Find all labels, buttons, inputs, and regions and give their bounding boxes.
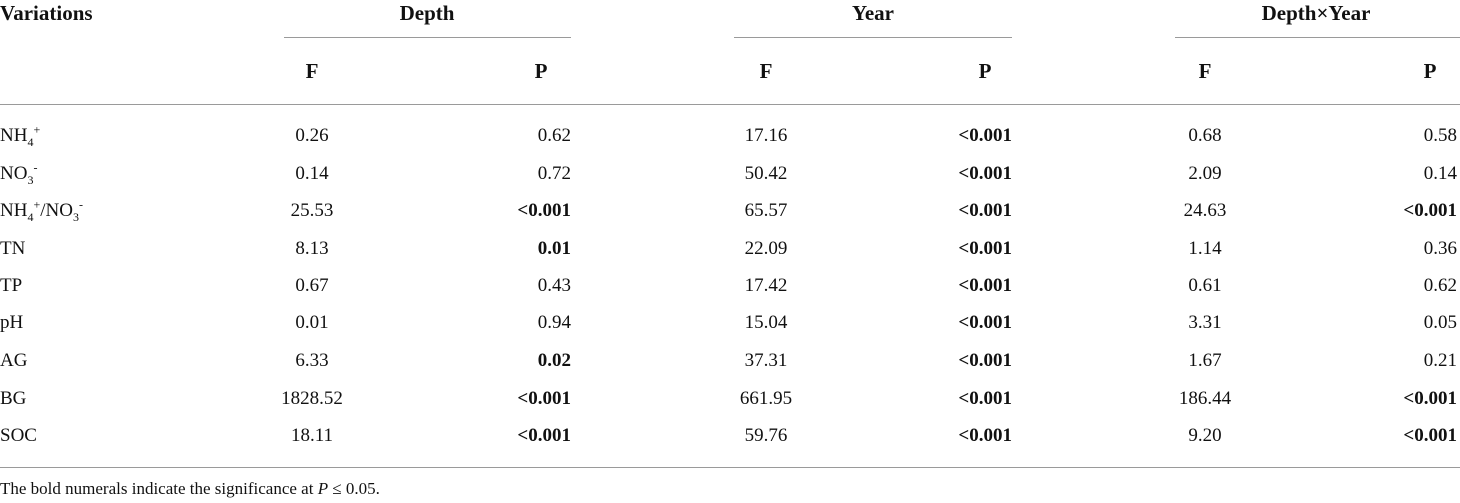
header-depth-year: Depth×Year [1261, 1, 1371, 25]
table-cell: <0.001 [958, 388, 1012, 409]
table-cell: 0.14 [1423, 163, 1457, 184]
table-cell: 0.72 [537, 163, 571, 184]
table-cell: <0.001 [1403, 388, 1457, 409]
row-label: BG [0, 388, 27, 409]
table-cell: <0.001 [517, 200, 571, 221]
table-cell: 17.16 [744, 125, 788, 146]
table-cell: 0.61 [1188, 275, 1222, 296]
header-depth: Depth [399, 1, 455, 25]
table-cell: 0.01 [295, 312, 329, 333]
table-cell: 0.62 [1423, 275, 1457, 296]
table-cell: 0.01 [537, 238, 571, 259]
table-cell: 6.33 [295, 350, 329, 371]
table-cell: 15.04 [744, 312, 788, 333]
table-cell: <0.001 [958, 425, 1012, 446]
table-cell: <0.001 [958, 312, 1012, 333]
table-cell: <0.001 [1403, 200, 1457, 221]
header-year: Year [852, 1, 894, 25]
table-cell: <0.001 [958, 125, 1012, 146]
row-label: TP [0, 275, 23, 296]
table-cell: 25.53 [290, 200, 334, 221]
header-variations: Variations [0, 1, 93, 25]
row-label: SOC [0, 425, 37, 446]
depth-year-group-rule [1175, 37, 1460, 38]
subheader-year-p: P [978, 59, 992, 83]
table-footnote: The bold numerals indicate the significa… [0, 479, 380, 498]
subheader-dy-f: F [1198, 59, 1212, 83]
row-label: AG [0, 350, 28, 371]
table-cell: 0.62 [537, 125, 571, 146]
table-cell: 0.58 [1423, 125, 1457, 146]
table-cell: 0.67 [295, 275, 329, 296]
table-cell: <0.001 [517, 425, 571, 446]
subheader-year-f: F [759, 59, 773, 83]
depth-group-rule [284, 37, 571, 38]
table-cell: 18.11 [290, 425, 334, 446]
table-cell: <0.001 [958, 275, 1012, 296]
table-cell: <0.001 [1403, 425, 1457, 446]
table-cell: 17.42 [744, 275, 788, 296]
row-label: NH4+ [0, 122, 41, 149]
row-label: TN [0, 238, 26, 259]
table-cell: <0.001 [958, 200, 1012, 221]
header-bottom-rule [0, 104, 1460, 105]
table-cell: 0.43 [537, 275, 571, 296]
table-bottom-rule [0, 467, 1460, 468]
table-cell: 1.67 [1188, 350, 1222, 371]
table-cell: <0.001 [517, 388, 571, 409]
table-cell: 9.20 [1188, 425, 1222, 446]
table-cell: 1828.52 [281, 388, 343, 409]
table-cell: 186.44 [1178, 388, 1232, 409]
table-cell: 0.02 [537, 350, 571, 371]
table-cell: <0.001 [958, 238, 1012, 259]
table-cell: 1.14 [1188, 238, 1222, 259]
table-cell: 661.95 [739, 388, 793, 409]
row-label: NH4+/NO3- [0, 197, 83, 224]
table-cell: 50.42 [744, 163, 788, 184]
table-cell: 3.31 [1188, 312, 1222, 333]
table-cell: 59.76 [744, 425, 788, 446]
table-cell: <0.001 [958, 350, 1012, 371]
table-cell: 0.21 [1423, 350, 1457, 371]
table-cell: 0.26 [295, 125, 329, 146]
table-cell: 37.31 [744, 350, 788, 371]
year-group-rule [734, 37, 1012, 38]
table-cell: 65.57 [744, 200, 788, 221]
row-label: pH [0, 312, 24, 333]
table-cell: 0.05 [1423, 312, 1457, 333]
subheader-depth-f: F [305, 59, 319, 83]
table-cell: 0.36 [1423, 238, 1457, 259]
subheader-dy-p: P [1423, 59, 1437, 83]
table-cell: 0.94 [537, 312, 571, 333]
table-cell: 0.14 [295, 163, 329, 184]
table-cell: 22.09 [744, 238, 788, 259]
table-cell: 2.09 [1188, 163, 1222, 184]
table-cell: <0.001 [958, 163, 1012, 184]
table-cell: 0.68 [1188, 125, 1222, 146]
table-cell: 24.63 [1183, 200, 1227, 221]
row-label: NO3- [0, 160, 38, 187]
table-cell: 8.13 [295, 238, 329, 259]
subheader-depth-p: P [534, 59, 548, 83]
